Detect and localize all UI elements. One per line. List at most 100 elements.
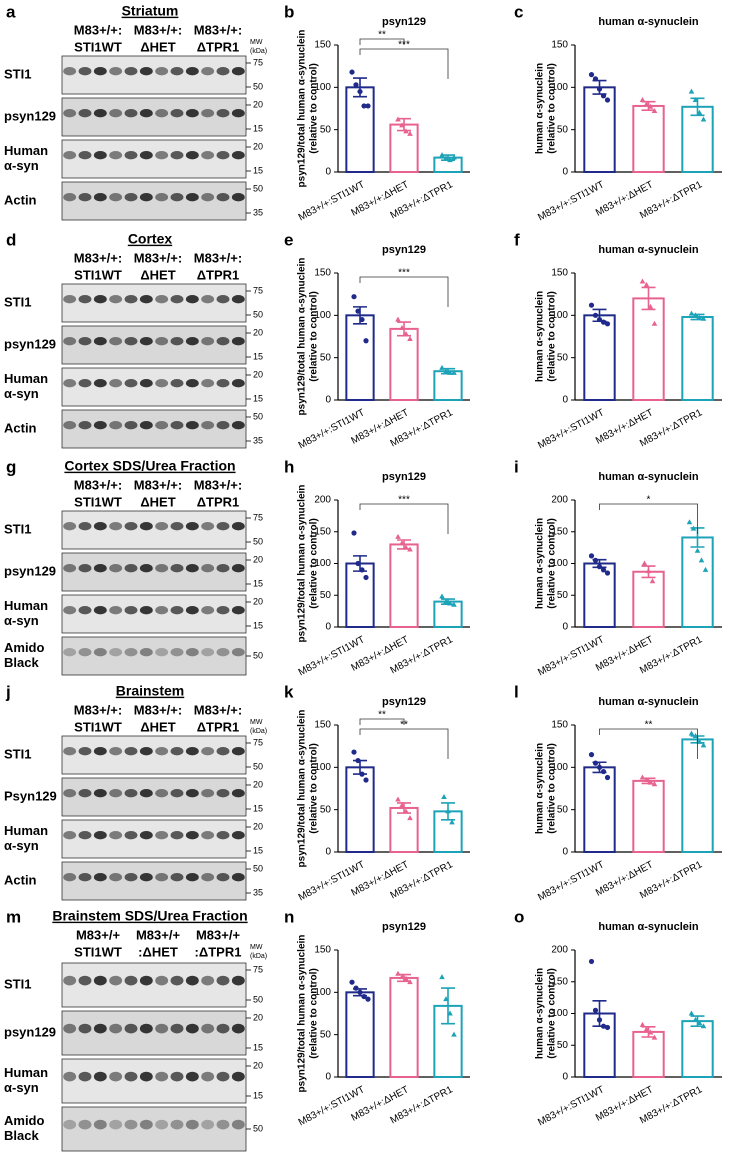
significance-bracket — [599, 503, 698, 534]
blot-band — [109, 564, 123, 573]
data-point — [688, 88, 695, 94]
data-point — [395, 116, 401, 122]
data-point — [449, 819, 455, 825]
blot-band — [155, 421, 169, 430]
blot-band — [231, 747, 245, 756]
y-tick-label: 0 — [325, 167, 331, 178]
blot-band — [201, 109, 215, 118]
blot-band — [185, 1119, 199, 1130]
blot-band — [170, 522, 184, 531]
blot-band — [93, 789, 107, 798]
mw-marker: 50 — [253, 761, 263, 771]
data-point — [600, 93, 607, 99]
group-label: STI1WT — [74, 267, 122, 282]
y-axis-label: (relative to control) — [309, 968, 320, 1059]
blot-band — [170, 789, 184, 798]
blot-band — [124, 421, 138, 430]
mw-marker: 35 — [253, 435, 263, 445]
blot-band — [170, 1023, 184, 1034]
bar — [433, 370, 463, 402]
blot-band — [63, 564, 77, 573]
y-tick-label: 0 — [325, 847, 331, 858]
blot-strip — [61, 819, 247, 859]
blot-band — [109, 421, 123, 430]
mw-marker: 15 — [253, 123, 263, 133]
data-point — [443, 598, 449, 604]
data-point — [357, 989, 363, 995]
blot-band — [155, 522, 169, 531]
data-point — [407, 979, 413, 985]
blot-band — [216, 975, 230, 986]
blot-band — [109, 831, 123, 840]
blot-band — [109, 747, 123, 756]
blot-band — [63, 67, 77, 76]
blot-band — [201, 1119, 215, 1130]
blot-band — [216, 337, 230, 346]
blot-band — [139, 522, 153, 531]
panel-letter: a — [6, 2, 16, 21]
data-point — [600, 567, 607, 573]
significance-label: *** — [398, 495, 410, 506]
blot-band — [185, 606, 199, 615]
blot-band — [155, 831, 169, 840]
blot-strip — [61, 1058, 247, 1104]
mw-marker: 50 — [253, 309, 263, 319]
data-point — [351, 294, 357, 300]
y-tick-label: 50 — [320, 590, 332, 601]
blot-band — [78, 747, 92, 756]
group-label: ΔTPR1 — [197, 719, 240, 734]
blot-band — [201, 873, 215, 882]
blot-band — [170, 421, 184, 430]
blot-band — [109, 67, 123, 76]
y-tick-label: 200 — [551, 495, 568, 506]
blot-band — [124, 522, 138, 531]
y-tick-label: 0 — [562, 167, 568, 178]
blot-band — [185, 67, 199, 76]
data-point — [694, 547, 701, 553]
y-tick-label: 50 — [557, 804, 569, 815]
data-point — [349, 979, 355, 985]
y-axis-label: psyn129/total human α-synuclein — [297, 258, 308, 416]
group-label: STI1WT — [74, 494, 122, 509]
mw-marker: 15 — [253, 803, 263, 813]
blot-band — [93, 1071, 107, 1082]
blot-strip — [61, 1010, 247, 1056]
bar — [433, 600, 463, 628]
panel-letter: h — [284, 457, 294, 476]
y-axis-label: human α-synuclein — [535, 291, 546, 382]
data-point — [363, 574, 369, 581]
y-axis-label: (relative to control) — [547, 518, 558, 609]
blot-band — [155, 747, 169, 756]
blot-band — [109, 873, 123, 882]
blot-band — [216, 1071, 230, 1082]
group-label: M83+/+: — [194, 250, 242, 265]
y-tick-label: 100 — [314, 558, 331, 569]
bar — [583, 562, 616, 628]
panel-letter: j — [5, 682, 11, 701]
data-point — [604, 570, 611, 576]
blot-band — [216, 421, 230, 430]
y-tick-label: 50 — [320, 1029, 332, 1040]
data-point — [399, 325, 405, 331]
chart-title: psyn129 — [382, 696, 426, 708]
blot-band — [155, 1023, 169, 1034]
blot-band — [93, 193, 107, 202]
bar — [632, 570, 665, 629]
blot-band — [231, 831, 245, 840]
row-label: α-syn — [4, 1080, 39, 1095]
panel-letter: g — [6, 457, 16, 476]
mw-label: (kDa) — [250, 48, 267, 55]
y-tick-label: 50 — [557, 124, 569, 135]
group-label: M83+/+: — [134, 250, 182, 265]
bar — [389, 327, 419, 402]
blot-band — [170, 379, 184, 388]
mw-marker: 20 — [253, 1012, 263, 1022]
blot-band — [170, 648, 184, 657]
blot-strip — [61, 735, 247, 775]
panel-letter: o — [514, 907, 524, 926]
blot-band — [170, 1119, 184, 1130]
data-point — [649, 578, 656, 584]
blot-band — [63, 873, 77, 882]
blot-strip — [61, 636, 247, 676]
mw-marker: 50 — [253, 1123, 263, 1133]
